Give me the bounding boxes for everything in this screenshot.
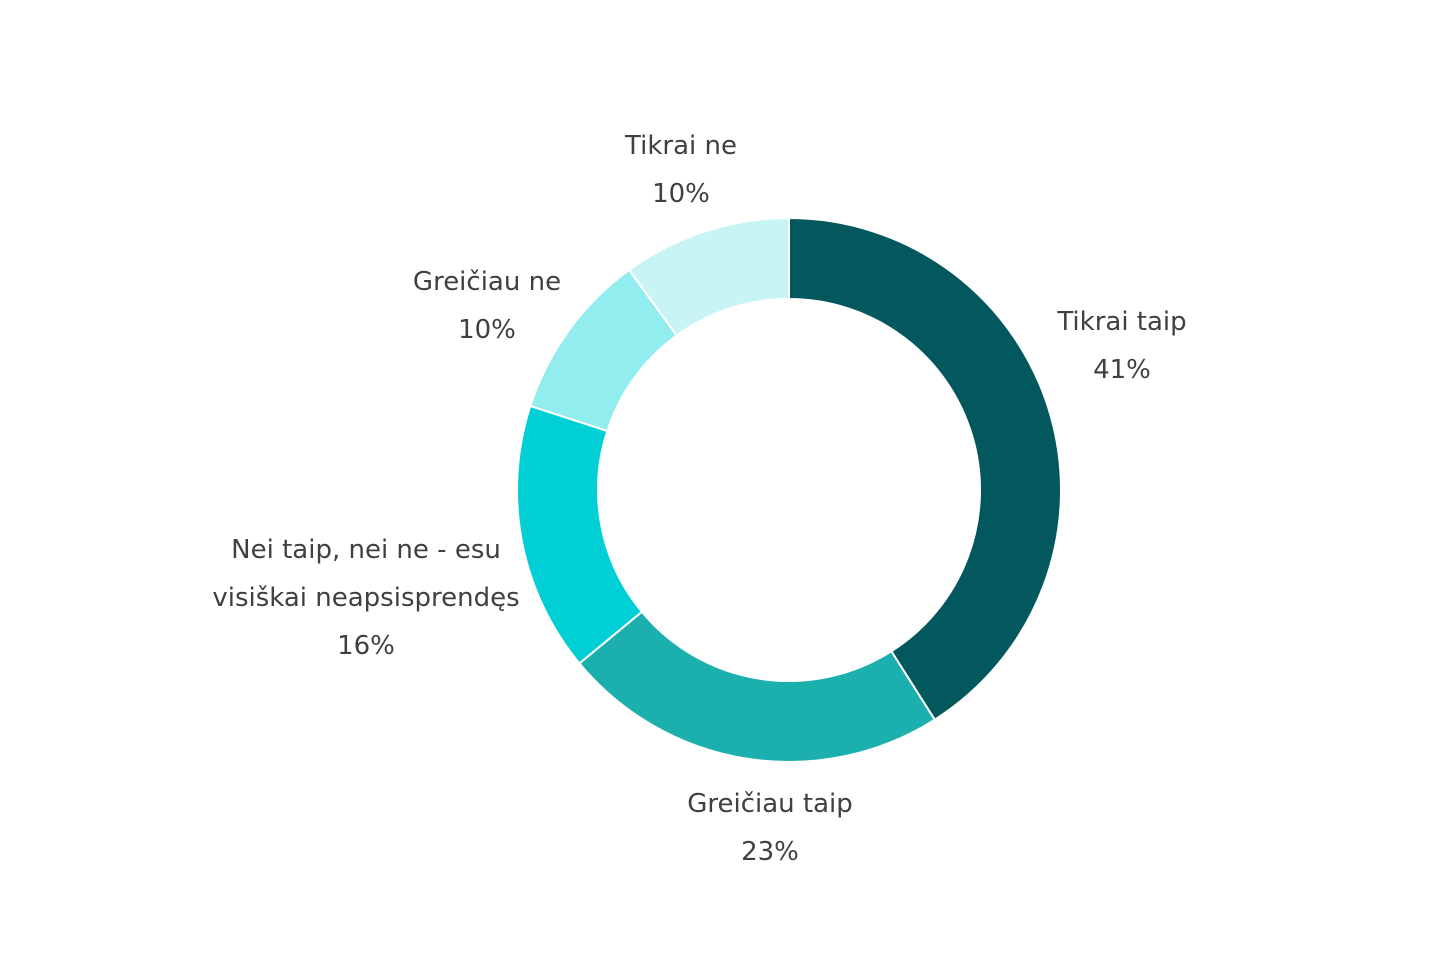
slice-value-label: 41% bbox=[1093, 355, 1151, 385]
slice-value-label: 10% bbox=[652, 179, 710, 209]
donut-slice bbox=[627, 216, 790, 337]
slice-labels: Tikrai taip 41% Greičiau taip 23% Nei taip, … bbox=[212, 131, 1186, 867]
slice-category-label: Tikrai taip bbox=[1056, 307, 1186, 337]
slice-category-label: visiškai neapsisprendęs bbox=[212, 583, 519, 613]
slice-category-label: Tikrai ne bbox=[624, 131, 737, 161]
slice-value-label: 16% bbox=[337, 631, 395, 661]
donut-slice bbox=[788, 216, 1062, 722]
slice-value-label: 10% bbox=[458, 315, 516, 345]
donut-slice bbox=[516, 404, 644, 665]
slice-category-label: Nei taip, nei ne - esu bbox=[231, 535, 501, 565]
slice-category-label: Greičiau taip bbox=[687, 789, 853, 819]
slice-value-label: 23% bbox=[741, 837, 799, 867]
slice-category-label: Greičiau ne bbox=[413, 267, 561, 297]
donut-slices bbox=[516, 216, 1062, 763]
donut-slice bbox=[578, 610, 937, 763]
